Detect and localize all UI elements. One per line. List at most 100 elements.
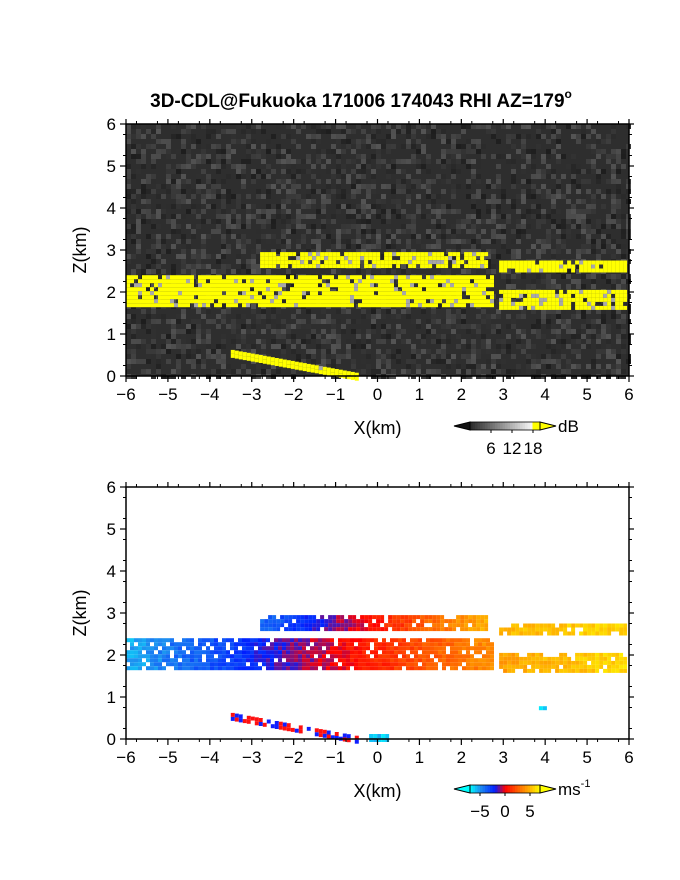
noise-cell [461,309,466,314]
data-cell [182,295,186,300]
noise-cell [576,234,581,239]
noise-cell [336,169,341,174]
data-cell [290,642,294,647]
data-cell [286,360,291,365]
noise-cell [191,369,196,374]
data-cell [547,268,552,273]
noise-cell [296,244,301,249]
noise-cell [221,319,226,324]
noise-cell [601,319,606,324]
noise-cell [551,339,556,344]
noise-cell [321,124,326,129]
data-cell [464,615,469,620]
data-cell [382,291,386,296]
data-cell [595,264,600,269]
noise-cell [601,169,606,174]
data-cell [250,666,254,671]
data-cell [430,279,434,284]
noise-cell [351,149,356,154]
noise-cell [271,314,276,319]
noise-cell [441,269,446,274]
noise-cell [231,134,236,139]
data-cell [130,279,134,284]
data-cell [446,287,450,292]
noise-cell [496,189,501,194]
data-cell [430,291,434,296]
data-cell [426,279,430,284]
noise-cell [561,259,566,264]
data-cell [274,654,278,659]
noise-cell [356,204,361,209]
data-cell [575,293,580,298]
noise-cell [196,309,201,314]
data-cell [390,662,394,667]
data-cell [300,264,305,269]
noise-cell [546,154,551,159]
data-cell [270,666,274,671]
noise-cell [511,224,516,229]
noise-cell [241,174,246,179]
noise-cell [346,214,351,219]
noise-cell [516,329,521,334]
data-cell [607,305,612,310]
data-cell [619,268,624,273]
data-cell [426,646,430,651]
noise-cell [231,219,236,224]
data-cell [298,275,302,280]
data-cell [166,650,170,655]
noise-cell [566,189,571,194]
data-cell [138,650,142,655]
data-cell [282,359,287,364]
noise-cell [321,354,326,359]
noise-cell [616,339,621,344]
data-cell [294,662,298,667]
noise-cell [281,349,286,354]
data-cell [543,293,548,298]
noise-cell [131,204,136,209]
data-cell [210,658,214,663]
data-cell [344,619,349,624]
data-cell [571,264,576,269]
noise-cell [486,344,491,349]
data-cell [366,287,370,292]
noise-cell [531,329,536,334]
noise-cell [131,224,136,229]
data-cell [454,646,458,651]
data-cell [486,291,490,296]
noise-cell [471,364,476,369]
noise-cell [156,239,161,244]
noise-cell [591,319,596,324]
noise-cell [596,319,601,324]
data-cell [456,619,461,624]
data-cell [444,619,449,624]
noise-cell [156,334,161,339]
noise-cell [411,134,416,139]
data-cell [334,662,338,667]
noise-cell [551,224,556,229]
noise-cell [501,329,506,334]
noise-cell [181,329,186,334]
noise-cell [271,339,276,344]
noise-cell [616,219,621,224]
noise-cell [336,229,341,234]
noise-cell [186,129,191,134]
noise-cell [611,199,616,204]
data-cell [454,650,458,655]
noise-cell [181,264,186,269]
noise-cell [201,309,206,314]
data-cell [547,289,552,294]
noise-cell [511,204,516,209]
data-cell [482,654,486,659]
noise-cell [251,264,256,269]
noise-cell [436,239,441,244]
noise-cell [591,244,596,249]
data-cell [507,289,512,294]
noise-cell [316,174,321,179]
data-cell [400,619,405,624]
noise-cell [606,224,611,229]
data-cell [362,642,366,647]
noise-cell [276,329,281,334]
noise-cell [251,154,256,159]
noise-cell [411,184,416,189]
data-cell [563,264,568,269]
